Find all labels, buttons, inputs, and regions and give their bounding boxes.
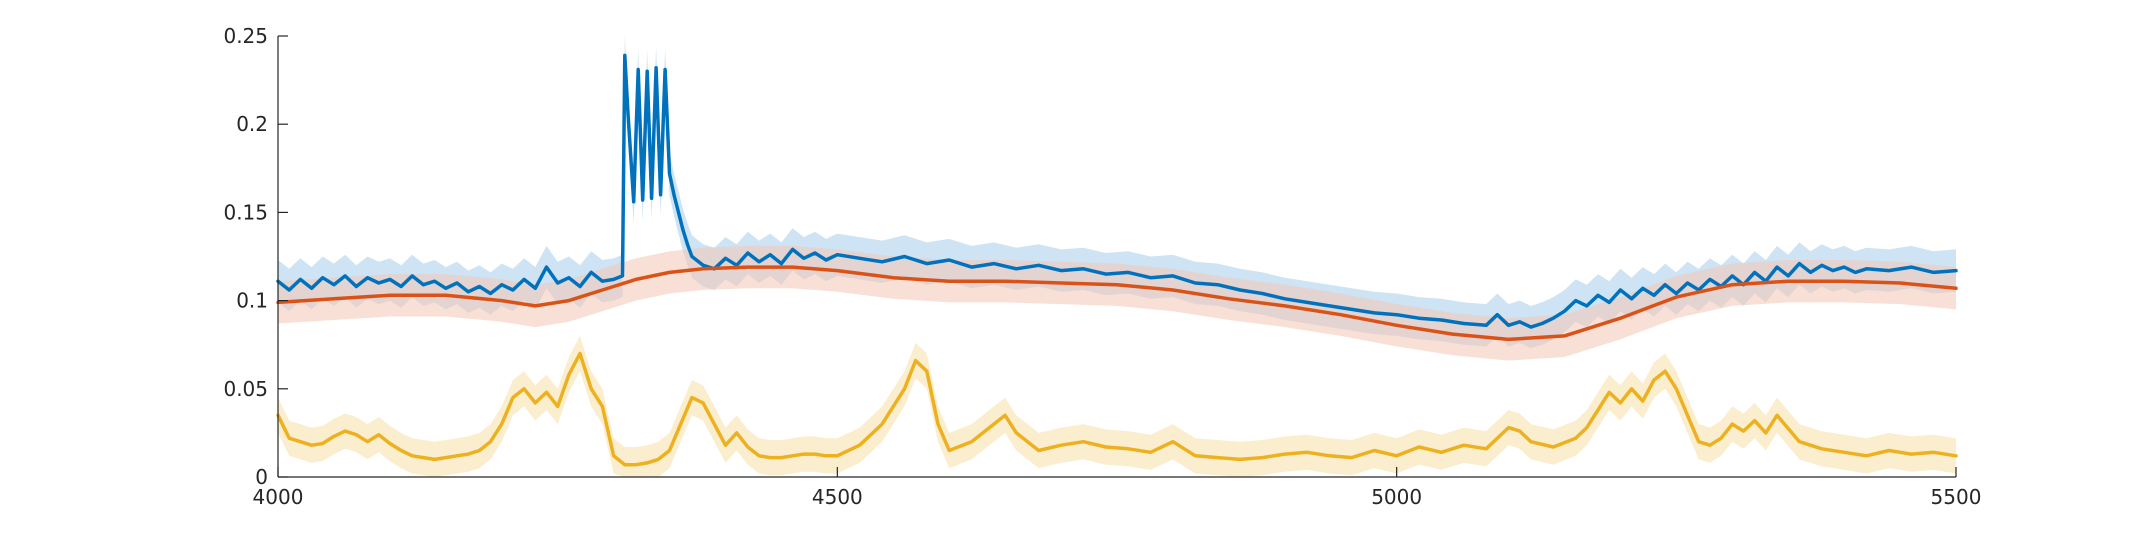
series-line-yellow <box>276 351 1958 467</box>
confidence-bands <box>278 36 1956 477</box>
y-tick-label: 0.1 <box>236 289 268 313</box>
y-tick-label: 0 <box>255 465 268 489</box>
x-tick-label: 4500 <box>812 485 863 509</box>
series-line-orange <box>276 265 1958 342</box>
x-ticks: 4000 4500 5000 5500 <box>253 467 1982 509</box>
y-tick-label: 0.15 <box>223 200 268 224</box>
x-tick-label: 4000 <box>253 485 304 509</box>
y-tick-label: 0.05 <box>223 377 268 401</box>
y-tick-label: 0.25 <box>223 24 268 48</box>
y-ticks: 0 0.05 0.1 0.15 0.2 0.25 <box>223 24 288 489</box>
series-band-orange <box>278 245 1956 361</box>
x-tick-label: 5000 <box>1371 485 1422 509</box>
series-line-blue <box>276 53 1958 329</box>
y-tick-label: 0.2 <box>236 112 268 136</box>
series-band-yellow <box>278 335 1956 477</box>
series-lines <box>276 53 1958 467</box>
axes <box>277 36 1956 478</box>
x-tick-label: 5500 <box>1931 485 1982 509</box>
